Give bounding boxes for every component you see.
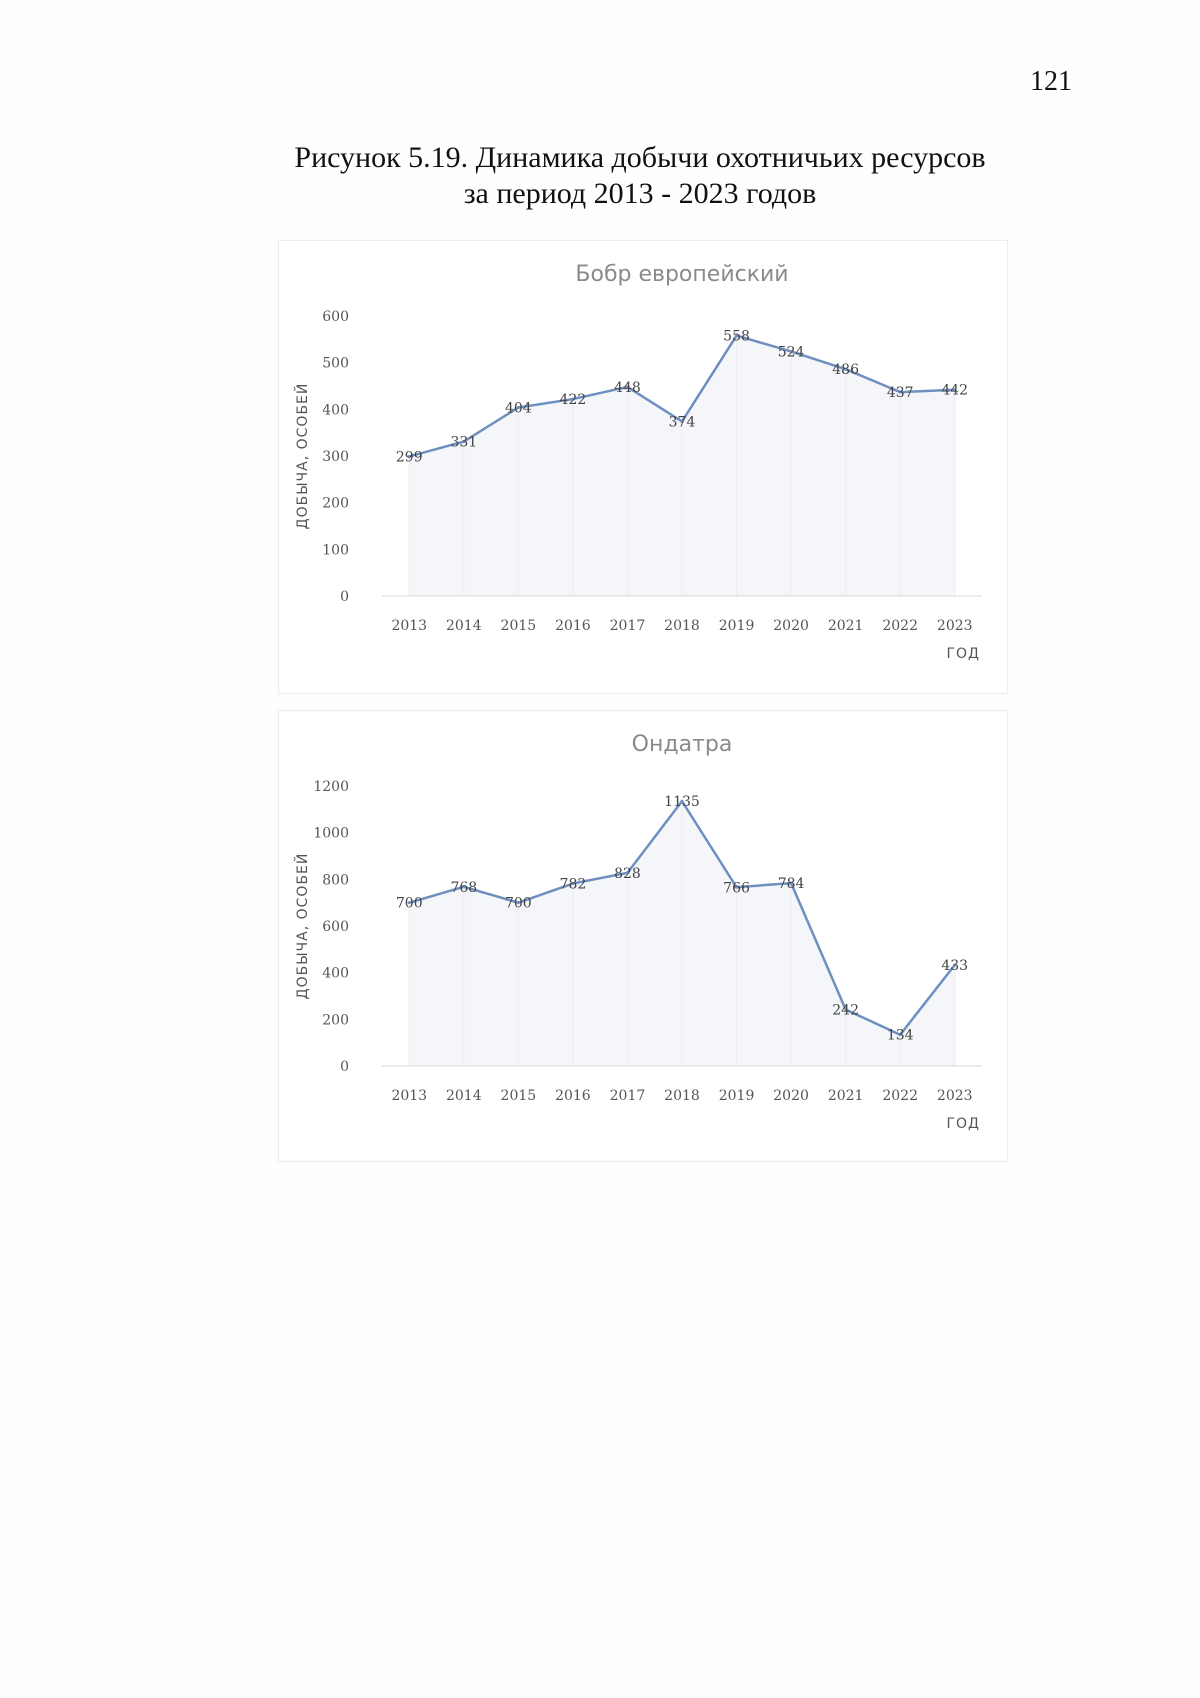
data-point bbox=[680, 419, 684, 423]
y-tick-label: 800 bbox=[322, 872, 349, 888]
y-tick-label: 600 bbox=[322, 309, 349, 325]
x-tick-label: 2015 bbox=[501, 1088, 537, 1104]
x-tick-label: 2022 bbox=[882, 1088, 918, 1104]
caption-line-1: Рисунок 5.19. Динамика добычи охотничьих… bbox=[294, 141, 986, 174]
y-tick-label: 1200 bbox=[313, 779, 349, 795]
y-axis-label: ДОБЫЧА, ОСОБЕЙ bbox=[293, 853, 311, 1000]
x-tick-label: 2020 bbox=[773, 618, 809, 634]
y-tick-label: 200 bbox=[322, 496, 349, 512]
data-point bbox=[516, 405, 520, 409]
y-axis-label: ДОБЫЧА, ОСОБЕЙ bbox=[293, 383, 311, 530]
data-label: 766 bbox=[723, 880, 750, 896]
data-point bbox=[844, 367, 848, 371]
x-tick-label: 2016 bbox=[555, 1088, 591, 1104]
data-point bbox=[625, 871, 629, 875]
data-point bbox=[735, 885, 739, 889]
chart-beaver: Бобр европейский 0 100 200 300 400 500 600 2013 2… bbox=[278, 240, 1008, 694]
y-tick-label: 600 bbox=[322, 919, 349, 935]
page-number: 121 bbox=[1030, 66, 1072, 97]
x-tick-label: 2021 bbox=[828, 1088, 864, 1104]
x-tick-label: 2020 bbox=[773, 1088, 809, 1104]
x-tick-label: 2021 bbox=[828, 618, 864, 634]
y-tick-label: 200 bbox=[322, 1012, 349, 1028]
x-tick-label: 2014 bbox=[446, 1088, 482, 1104]
data-label: 134 bbox=[887, 1028, 914, 1044]
data-point bbox=[789, 881, 793, 885]
data-point bbox=[625, 385, 629, 389]
x-tick-label: 2018 bbox=[664, 1088, 700, 1104]
data-label: 374 bbox=[669, 414, 696, 430]
x-axis-label: ГОД bbox=[947, 1116, 981, 1132]
data-point bbox=[953, 963, 957, 967]
y-tick-label: 400 bbox=[322, 966, 349, 982]
data-label: 700 bbox=[396, 896, 423, 912]
data-point bbox=[898, 1033, 902, 1037]
x-axis-label: ГОД bbox=[947, 646, 981, 662]
x-tick-label: 2022 bbox=[882, 618, 918, 634]
x-tick-label: 2013 bbox=[391, 1088, 427, 1104]
y-tick-label: 0 bbox=[340, 589, 349, 605]
chart-title: Бобр европейский bbox=[575, 262, 788, 287]
x-tick-label: 2023 bbox=[937, 618, 973, 634]
chart-title: Ондатра bbox=[632, 732, 733, 757]
data-label: 1135 bbox=[664, 794, 700, 810]
x-tick-label: 2013 bbox=[391, 618, 427, 634]
data-label: 768 bbox=[450, 880, 477, 896]
data-label: 437 bbox=[887, 385, 914, 401]
data-point bbox=[462, 885, 466, 889]
data-label: 486 bbox=[832, 362, 859, 378]
data-label: 331 bbox=[450, 435, 477, 451]
data-label: 404 bbox=[505, 400, 532, 416]
chart-muskrat: Ондатра 0 200 400 600 800 1000 1200 2013 2014 2015… bbox=[278, 710, 1008, 1162]
data-point bbox=[571, 397, 575, 401]
y-tick-label: 1000 bbox=[313, 826, 349, 842]
x-tick-label: 2017 bbox=[610, 618, 646, 634]
chart-muskrat-svg: Ондатра 0 200 400 600 800 1000 1200 2013 2014 2015… bbox=[293, 732, 982, 1132]
data-label: 448 bbox=[614, 380, 641, 396]
data-point bbox=[407, 454, 411, 458]
data-point bbox=[462, 440, 466, 444]
caption-line-2: за период 2013 - 2023 годов bbox=[463, 177, 817, 210]
data-point bbox=[953, 388, 957, 392]
x-tick-label: 2016 bbox=[555, 618, 591, 634]
data-label: 422 bbox=[560, 392, 587, 408]
y-tick-label: 400 bbox=[322, 402, 349, 418]
data-label: 784 bbox=[778, 876, 805, 892]
data-point bbox=[898, 390, 902, 394]
data-label: 558 bbox=[723, 329, 750, 345]
data-label: 782 bbox=[560, 877, 587, 893]
x-tick-label: 2019 bbox=[719, 618, 755, 634]
figure-caption: Рисунок 5.19. Динамика добычи охотничьих… bbox=[0, 140, 1200, 212]
data-point bbox=[516, 901, 520, 905]
x-tick-label: 2018 bbox=[664, 618, 700, 634]
x-tick-label: 2015 bbox=[501, 618, 537, 634]
x-tick-label: 2014 bbox=[446, 618, 482, 634]
data-point bbox=[571, 882, 575, 886]
data-label: 442 bbox=[941, 383, 968, 399]
data-point bbox=[735, 334, 739, 338]
data-label: 700 bbox=[505, 896, 532, 912]
data-label: 433 bbox=[941, 958, 968, 974]
y-tick-label: 100 bbox=[322, 542, 349, 558]
x-tick-label: 2017 bbox=[610, 1088, 646, 1104]
data-label: 242 bbox=[832, 1003, 859, 1019]
data-point bbox=[844, 1008, 848, 1012]
data-label: 524 bbox=[778, 344, 805, 360]
data-point bbox=[407, 901, 411, 905]
data-point bbox=[680, 799, 684, 803]
data-label: 299 bbox=[396, 449, 423, 465]
chart-beaver-svg: Бобр европейский 0 100 200 300 400 500 600 2013 2… bbox=[293, 262, 982, 662]
x-tick-label: 2023 bbox=[937, 1088, 973, 1104]
y-tick-label: 0 bbox=[340, 1059, 349, 1075]
y-tick-label: 300 bbox=[322, 449, 349, 465]
x-tick-label: 2019 bbox=[719, 1088, 755, 1104]
y-tick-label: 500 bbox=[322, 356, 349, 372]
data-label: 828 bbox=[614, 866, 641, 882]
data-point bbox=[789, 349, 793, 353]
